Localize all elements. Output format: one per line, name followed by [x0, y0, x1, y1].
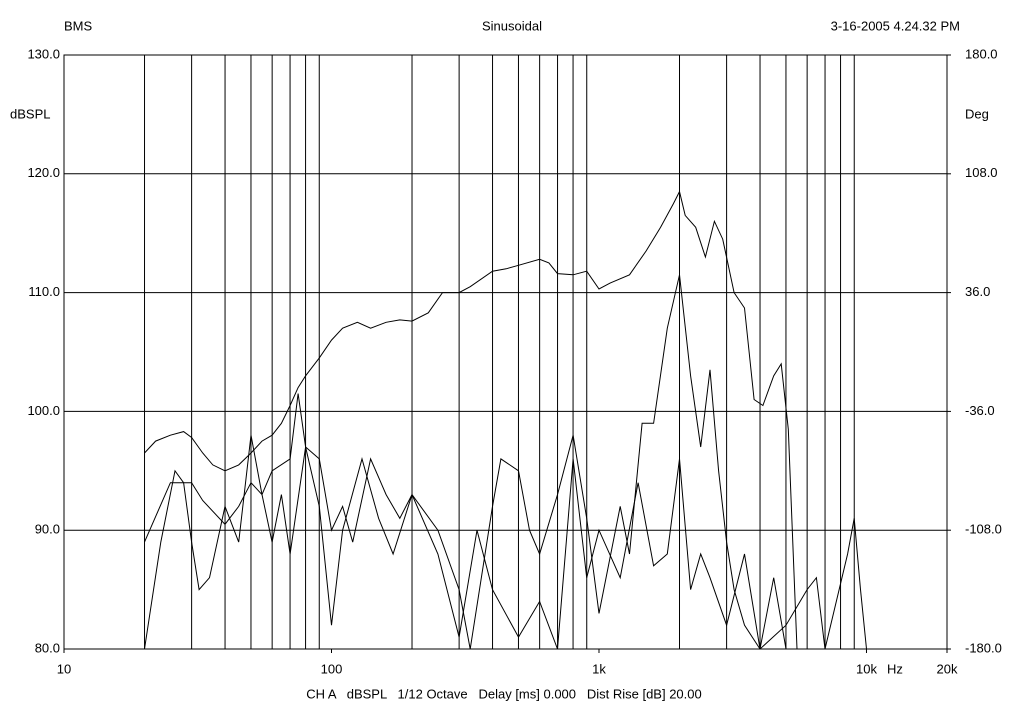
y-tick-label: 90.0: [35, 522, 60, 537]
y2-tick-label: -180.0: [965, 640, 1002, 655]
y2-axis-label: Deg: [965, 106, 989, 121]
x-tick-label: 20k: [937, 661, 958, 676]
header-left: BMS: [64, 18, 93, 33]
y-tick-label: 80.0: [35, 640, 60, 655]
chart-title: Sinusoidal: [482, 18, 542, 33]
y-tick-label: 120.0: [27, 165, 60, 180]
y-tick-label: 110.0: [28, 284, 60, 299]
y2-tick-label: -108.0: [965, 522, 1002, 537]
y-axis-label: dBSPL: [10, 106, 50, 121]
y2-tick-label: -36.0: [965, 403, 995, 418]
series-line: [144, 274, 867, 650]
x-tick-label: 10: [57, 661, 71, 676]
y2-tick-label: 180.0: [965, 46, 998, 61]
plot-frame: [63, 54, 948, 650]
y-tick-label: 130.0: [27, 46, 60, 61]
x-tick-label: 1k: [592, 661, 606, 676]
header-right: 3-16-2005 4.24.32 PM: [831, 18, 960, 33]
y2-tick-label: 108.0: [965, 165, 998, 180]
x-axis-label: Hz: [887, 661, 903, 676]
x-tick-label: 10k: [856, 661, 877, 676]
y-tick-label: 100.0: [27, 403, 60, 418]
footer: CH A dBSPL 1/12 Octave Delay [ms] 0.000 …: [306, 686, 701, 701]
x-tick-label: 100: [321, 661, 343, 676]
y2-tick-label: 36.0: [965, 284, 990, 299]
series-line: [144, 190, 798, 650]
series-line: [144, 435, 787, 650]
